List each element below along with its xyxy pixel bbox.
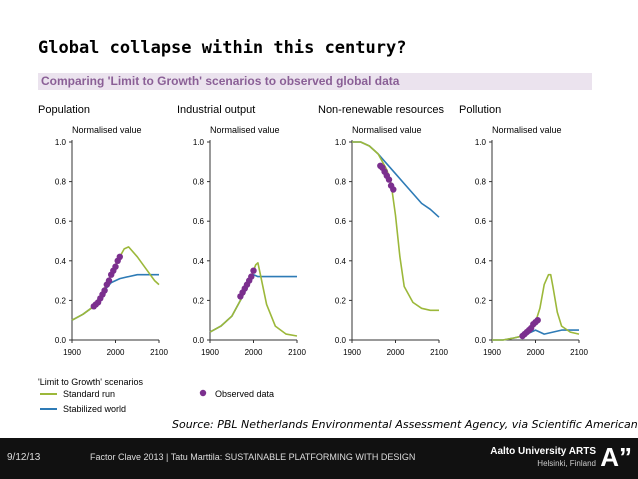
pollution-ytick-label: 0.6	[475, 217, 487, 226]
non-renewable-resources-observed-point	[390, 186, 397, 193]
population-ytick-label: 1.0	[55, 138, 67, 147]
population-observed-point	[101, 287, 108, 294]
non-renewable-resources-ytick-label: 0.8	[335, 178, 347, 187]
non-renewable-resources-ytick-label: 1.0	[335, 138, 347, 147]
university-name: Aalto University ARTS	[490, 446, 596, 457]
footer-date: 9/12/13	[7, 452, 41, 463]
industrial-output-ytick-label: 0.4	[193, 257, 205, 266]
source-credit: Source: PBL Netherlands Environmental As…	[172, 418, 638, 431]
charts-area: Population Normalised value 0.0 0.2 0.4 0.6 0.…	[38, 104, 588, 414]
non-renewable-resources-title: Non-renewable resources	[318, 104, 444, 116]
legend-observed-swatch	[199, 389, 207, 397]
non-renewable-resources-xtick-label: 2000	[387, 348, 405, 357]
university-location: Helsinki, Finland	[537, 459, 596, 468]
industrial-output-ytick-label: 0.0	[193, 336, 205, 345]
industrial-output-ylabel: Normalised value	[210, 125, 280, 135]
chart-subtitle: Comparing 'Limit to Growth' scenarios to…	[41, 74, 400, 88]
pollution-ytick-label: 0.0	[475, 336, 487, 345]
non-renewable-resources-stabilized-world-line	[352, 141, 440, 218]
pollution-ytick-label: 0.8	[475, 178, 487, 187]
non-renewable-resources-ylabel: Normalised value	[352, 125, 422, 135]
industrial-output-xtick-label: 2100	[288, 348, 306, 357]
pollution-ytick-label: 0.2	[475, 296, 487, 305]
legend-observed-label: Observed data	[215, 389, 274, 399]
population-xtick-label: 2100	[150, 348, 168, 357]
population-ytick-label: 0.2	[55, 296, 67, 305]
industrial-output-observed-point	[250, 267, 257, 274]
industrial-output-xtick-label: 1900	[201, 348, 219, 357]
pollution-standard-run-line	[492, 273, 580, 341]
legend-title: 'Limit to Growth' scenarios	[38, 377, 143, 387]
pollution-xtick-label: 2100	[570, 348, 588, 357]
industrial-output-title: Industrial output	[177, 104, 255, 116]
population-xtick-label: 1900	[63, 348, 81, 357]
non-renewable-resources-standard-run-line	[352, 141, 439, 312]
pollution-stabilized-world-line	[492, 329, 579, 341]
slide-title: Global collapse within this century?	[38, 38, 407, 58]
non-renewable-resources-ytick-label: 0.0	[335, 336, 347, 345]
population-ytick-label: 0.8	[55, 178, 67, 187]
pollution-xtick-label: 1900	[483, 348, 501, 357]
population-title: Population	[38, 104, 90, 116]
footer-bar: 9/12/13 Factor Clave 2013 | Tatu Marttil…	[0, 438, 638, 479]
pollution-ytick-label: 1.0	[475, 138, 487, 147]
industrial-output-xtick-label: 2000	[245, 348, 263, 357]
population-ytick-label: 0.0	[55, 336, 67, 345]
pollution-title: Pollution	[459, 104, 501, 116]
aalto-logo-icon: A”	[600, 442, 632, 472]
population-ytick-label: 0.4	[55, 257, 67, 266]
non-renewable-resources-ytick-label: 0.4	[335, 257, 347, 266]
industrial-output-ytick-label: 0.6	[193, 217, 205, 226]
industrial-output-ytick-label: 0.2	[193, 296, 205, 305]
non-renewable-resources-xtick-label: 1900	[343, 348, 361, 357]
subtitle-bar: Comparing 'Limit to Growth' scenarios to…	[38, 73, 592, 90]
non-renewable-resources-xtick-label: 2100	[430, 348, 448, 357]
population-observed-point	[105, 277, 113, 284]
pollution-ytick-label: 0.4	[475, 257, 487, 266]
pollution-observed-point	[534, 317, 541, 324]
population-standard-run-line	[71, 246, 160, 321]
pollution-xtick-label: 2000	[527, 348, 545, 357]
industrial-output-ytick-label: 0.8	[193, 178, 205, 187]
legend-standard-label: Standard run	[63, 389, 115, 399]
non-renewable-resources-ytick-label: 0.2	[335, 296, 347, 305]
population-observed-point	[116, 253, 124, 260]
population-ytick-label: 0.6	[55, 217, 67, 226]
industrial-output-standard-run-line	[209, 261, 298, 337]
population-observed-point	[112, 263, 119, 270]
footer-text: Factor Clave 2013 | Tatu Marttila: SUSTA…	[90, 452, 416, 462]
population-xtick-label: 2000	[107, 348, 125, 357]
legend-stabilized-label: Stabilized world	[63, 404, 126, 414]
pollution-ylabel: Normalised value	[492, 125, 562, 135]
population-ylabel: Normalised value	[72, 125, 142, 135]
non-renewable-resources-observed-point	[385, 176, 393, 183]
non-renewable-resources-ytick-label: 0.6	[335, 217, 347, 226]
industrial-output-observed-point	[248, 273, 255, 280]
industrial-output-ytick-label: 1.0	[193, 138, 205, 147]
university-block: Aalto University ARTS Helsinki, Finland	[490, 446, 596, 468]
